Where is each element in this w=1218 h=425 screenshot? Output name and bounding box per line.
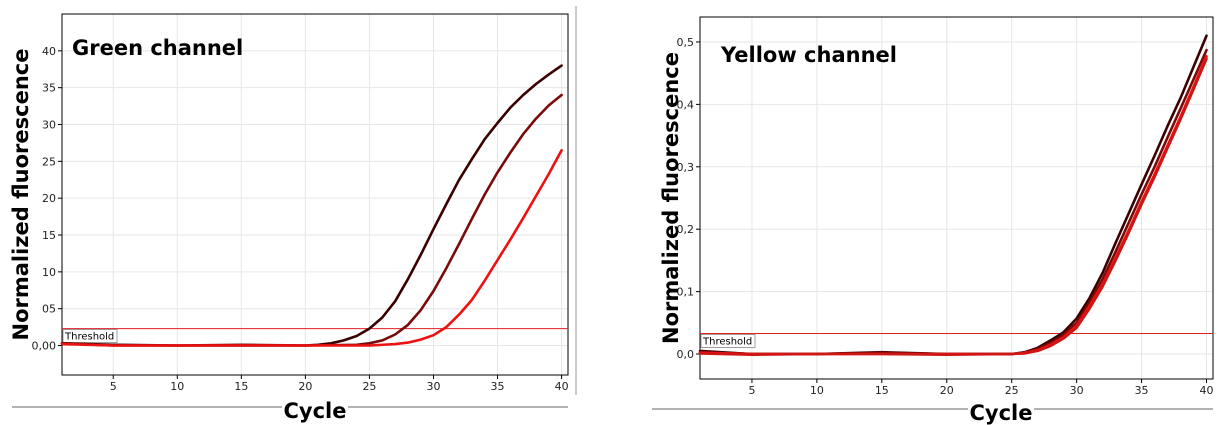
panel-title: Green channel <box>72 36 243 60</box>
x-tick-label: 30 <box>426 380 440 393</box>
threshold-label-box <box>62 329 118 343</box>
x-axis-label-bg <box>282 399 348 415</box>
y-axis: 0,0 0,1 0,2 0,3 0,4 0,5 <box>677 36 700 361</box>
yellow-channel-panel: 5 10 15 20 25 30 35 40 0,0 0,1 0,2 0,3 0,4 0,5 Thresho… <box>652 16 1214 425</box>
panel-title: Yellow channel <box>720 43 897 67</box>
y-tick-label: 0,00 <box>32 340 57 353</box>
threshold-label: Threshold <box>64 332 114 343</box>
y-tick-label: 0,2 <box>677 223 695 236</box>
y-tick-label: 05 <box>42 303 56 316</box>
amplification-curve-3 <box>60 149 563 347</box>
x-tick-label: 25 <box>362 380 376 393</box>
x-tick-label: 15 <box>234 380 248 393</box>
x-tick-label: 35 <box>491 380 505 393</box>
x-tick-label: 15 <box>875 384 889 397</box>
plot-area <box>62 14 568 375</box>
y-tick-label: 20 <box>42 192 56 205</box>
y-tick-label: 25 <box>42 155 56 168</box>
x-tick-label: 40 <box>555 380 569 393</box>
x-tick-label: 20 <box>940 384 954 397</box>
y-tick-label: 0,4 <box>677 98 695 111</box>
y-tick-label: 0,5 <box>677 36 695 49</box>
x-tick-label: 20 <box>298 380 312 393</box>
green-channel-panel: 5 10 15 20 25 30 35 40 0,00 05 10 15 20 25 30 35 40 Thres… <box>9 6 577 423</box>
y-axis: 0,00 05 10 15 20 25 30 35 40 <box>32 45 62 353</box>
x-tick-label: 5 <box>748 384 755 397</box>
y-tick-label: 10 <box>42 266 56 279</box>
x-axis-label: Cycle <box>284 399 347 423</box>
x-axis: 5 10 15 20 25 30 35 40 <box>110 375 569 393</box>
x-tick-label: 25 <box>1005 384 1019 397</box>
series-group <box>698 34 1208 356</box>
threshold-label-box <box>700 334 756 348</box>
threshold-label: Threshold <box>702 336 752 347</box>
series-group <box>60 64 563 347</box>
x-tick-label: 10 <box>810 384 824 397</box>
y-axis-label: Normalized fluorescence <box>659 52 683 344</box>
plot-border <box>61 13 569 376</box>
x-tick-label: 40 <box>1200 384 1214 397</box>
x-tick-label: 10 <box>170 380 184 393</box>
y-tick-label: 30 <box>42 119 56 132</box>
x-axis: 5 10 15 20 25 30 35 40 <box>748 379 1214 397</box>
y-tick-label: 0,3 <box>677 161 695 174</box>
x-tick-label: 35 <box>1135 384 1149 397</box>
amplification-curve-4 <box>698 57 1208 356</box>
x-axis-label-bg <box>968 401 1034 417</box>
x-tick-label: 5 <box>110 380 117 393</box>
y-tick-label: 40 <box>42 45 56 58</box>
y-tick-label: 15 <box>42 229 56 242</box>
x-tick-label: 30 <box>1070 384 1084 397</box>
y-tick-label: 0,0 <box>677 348 695 361</box>
x-axis-label: Cycle <box>970 401 1033 425</box>
y-tick-label: 35 <box>42 82 56 95</box>
plot-border <box>699 16 1214 380</box>
plot-area <box>700 17 1213 379</box>
y-tick-label: 0,1 <box>677 286 695 299</box>
y-axis-label: Normalized fluorescence <box>9 49 33 341</box>
